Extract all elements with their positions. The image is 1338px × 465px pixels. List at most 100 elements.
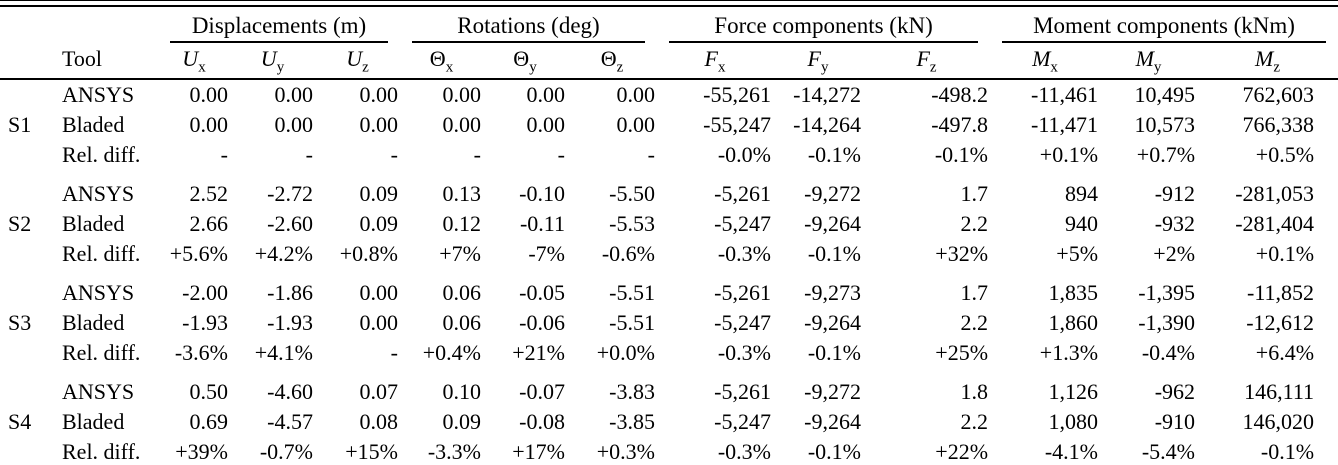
value-cell: -0.6% (601, 241, 655, 266)
value-cell: 0.10 (442, 379, 482, 404)
tool-cell: Bladed (62, 211, 125, 236)
value-cell: -5.51 (609, 310, 655, 335)
value-cell: -932 (1154, 211, 1196, 236)
value-cell: - (390, 340, 398, 365)
value-cell: +17% (512, 439, 565, 464)
value-cell: 1,860 (1048, 310, 1099, 335)
col-symbol: F (807, 46, 821, 71)
value-cell: -1.93 (182, 310, 228, 335)
value-cell: 10,573 (1134, 112, 1196, 137)
value-cell: - (390, 142, 398, 167)
value-cell: -0.1% (807, 142, 861, 167)
value-cell: -0.3% (717, 439, 771, 464)
col-subscript: y (1153, 59, 1162, 76)
value-cell: -5.50 (609, 181, 655, 206)
column-group-forces: Force components (kN) (657, 7, 990, 43)
table-row: Bladed 2.66 -2.60 0.09 0.12 -0.11 -5.53 -5,247 -… (0, 209, 1338, 239)
value-cell: 0.00 (359, 112, 399, 137)
value-cell: -5,261 (714, 181, 771, 206)
value-cell: 0.12 (442, 211, 482, 236)
value-cell: -3.85 (609, 409, 655, 434)
column-group-label: Rotations (deg) (457, 13, 600, 38)
table-row: Rel. diff. +39% -0.7% +15% -3.3% +17% +0.3% -0.… (0, 437, 1338, 465)
top-rule-thin (0, 0, 1338, 1)
value-cell: +0.1% (1039, 142, 1099, 167)
value-cell: -0.3% (717, 340, 771, 365)
value-cell: -9,272 (804, 379, 861, 404)
value-cell: +0.8% (339, 241, 398, 266)
table-row: S2 ANSYS 2.52 -2.72 0.09 0.13 -0.10 -5.50 -5,261… (0, 179, 1338, 236)
value-cell: +21% (512, 340, 565, 365)
value-cell: -5,261 (714, 280, 771, 305)
value-cell: 0.00 (442, 112, 482, 137)
col-header-thetax: Θx (400, 43, 483, 80)
value-cell: +0.7% (1136, 142, 1196, 167)
value-cell: -0.06 (519, 310, 565, 335)
value-cell: -1,390 (1138, 310, 1196, 335)
column-group-rule: Force components (kN) (669, 12, 979, 43)
value-cell: 146,020 (1242, 409, 1315, 434)
tool-cell: Bladed (62, 310, 125, 335)
value-cell: -0.0% (717, 142, 771, 167)
table-row: Rel. diff. +5.6% +4.2% +0.8% +7% -7% -0.6% -0.3… (0, 239, 1338, 269)
tool-cell: Rel. diff. (62, 142, 141, 167)
value-cell: - (305, 142, 313, 167)
col-header-mz: Mz (1197, 43, 1338, 80)
value-cell: - (557, 142, 565, 167)
value-cell: -497.8 (931, 112, 989, 137)
column-group-label: Force components (kN) (714, 13, 933, 38)
value-cell: 0.69 (189, 409, 229, 434)
value-cell: 0.09 (359, 181, 399, 206)
column-group-rotations: Rotations (deg) (400, 7, 657, 43)
column-group-label: Displacements (m) (191, 13, 367, 38)
value-cell: +0.5% (1255, 142, 1315, 167)
sub-header-row: Tool Ux Uy Uz Θx Θy Θz Fx Fy Fz Mx My Mz (0, 43, 1338, 80)
col-symbol: U (182, 46, 199, 71)
table-row: Bladed -1.93 -1.93 0.00 0.06 -0.06 -5.51 -5,247… (0, 308, 1338, 338)
case-label: S2 (8, 211, 32, 236)
col-subscript: y (276, 59, 285, 76)
col-symbol: M (1255, 46, 1274, 71)
value-cell: -4.60 (267, 379, 313, 404)
value-cell: -5.51 (609, 280, 655, 305)
value-cell: -3.3% (427, 439, 481, 464)
value-cell: +6.4% (1255, 340, 1315, 365)
group-header-row: Displacements (m) Rotations (deg) Force … (0, 7, 1338, 43)
group-spacer-cell (0, 368, 1338, 377)
value-cell: -5,261 (714, 379, 771, 404)
value-cell: +0.3% (596, 439, 655, 464)
value-cell: -12,612 (1246, 310, 1315, 335)
tool-column-header: Tool (54, 43, 158, 80)
col-subscript: y (529, 59, 537, 76)
value-cell: -5,247 (714, 211, 771, 236)
value-cell: 0.00 (616, 82, 656, 107)
col-subscript: y (820, 59, 829, 76)
table-row: S4 ANSYS 0.50 -4.60 0.07 0.10 -0.07 -3.83 -5,261… (0, 377, 1338, 434)
tool-cell: ANSYS (62, 280, 135, 305)
col-symbol: U (260, 46, 277, 71)
value-cell: -14,272 (793, 82, 861, 107)
table-body: S1 ANSYS 0.00 0.00 0.00 0.00 0.00 0.00 -55,261 -1… (0, 79, 1338, 465)
col-header-fy: Fy (773, 43, 863, 80)
value-cell: -7% (528, 241, 565, 266)
value-cell: - (473, 142, 481, 167)
value-cell: 0.13 (442, 181, 482, 206)
value-cell: +7% (439, 241, 481, 266)
col-symbol: M (1032, 46, 1051, 71)
tool-cell: ANSYS (62, 82, 135, 107)
col-header-ux: Ux (158, 43, 230, 80)
column-group-label: Moment components (kNm) (1033, 13, 1295, 38)
tool-cell: Bladed (62, 112, 125, 137)
value-cell: -0.4% (1141, 340, 1196, 365)
value-cell: +32% (935, 241, 989, 266)
col-symbol: U (346, 46, 363, 71)
group-spacer-cell (0, 170, 1338, 179)
value-cell: -11,461 (1031, 82, 1099, 107)
value-cell: -0.1% (1260, 439, 1315, 464)
col-symbol: M (1135, 46, 1154, 71)
value-cell: -9,273 (804, 280, 861, 305)
col-subscript: z (616, 59, 624, 76)
value-cell: +22% (935, 439, 989, 464)
col-header-mx: Mx (990, 43, 1101, 80)
value-cell: -5,247 (714, 409, 771, 434)
